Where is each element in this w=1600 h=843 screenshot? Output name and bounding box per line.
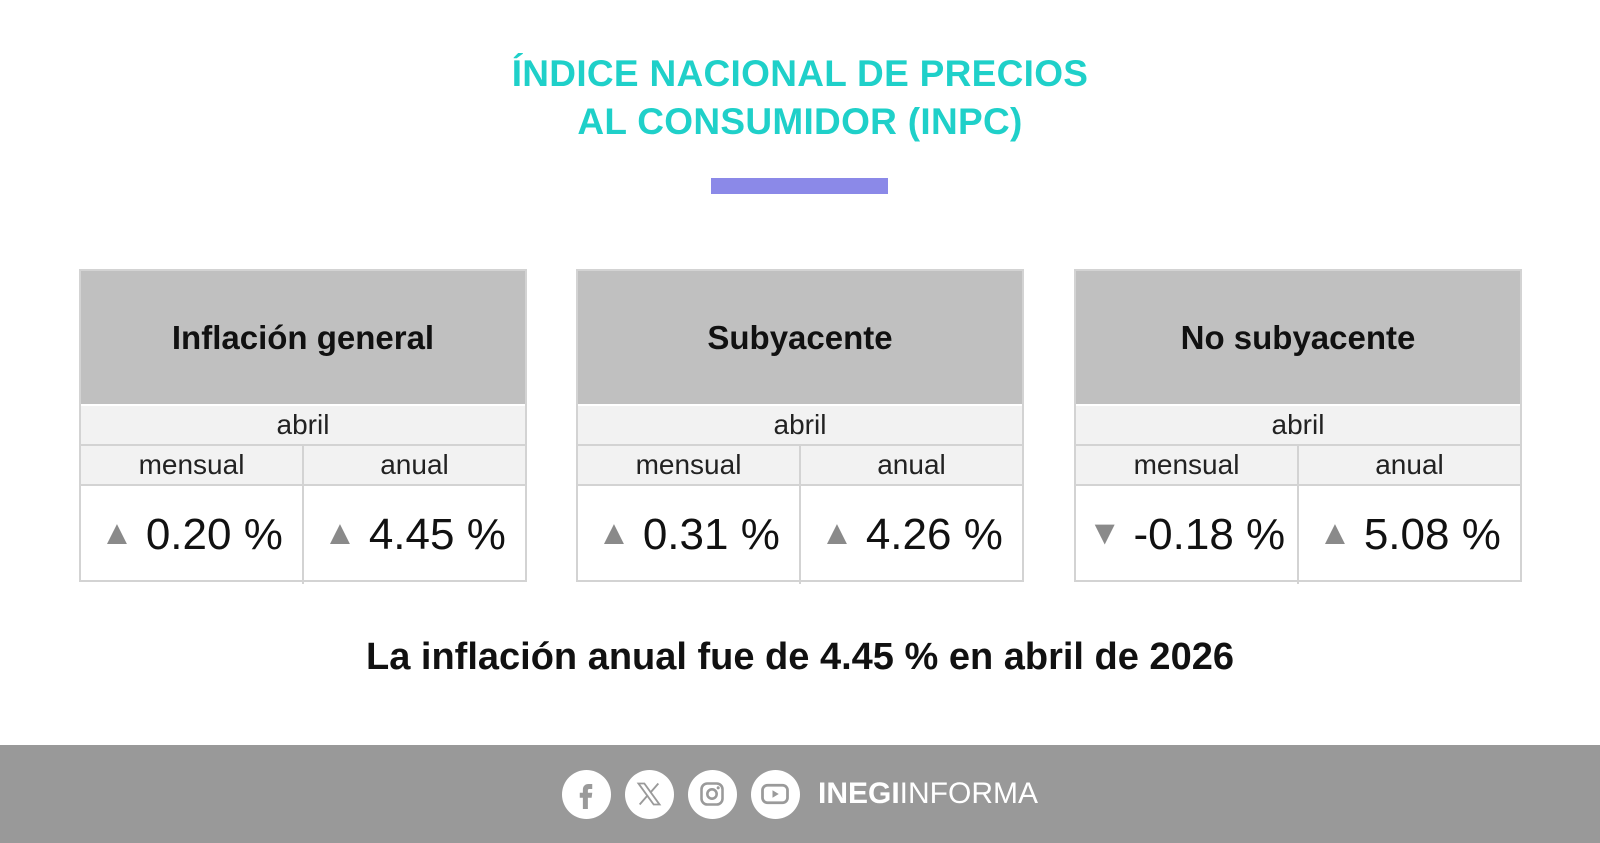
arrow-up-icon: ▲	[1318, 513, 1352, 552]
annual-value: 4.45 %	[368, 510, 506, 559]
col-header-annual: anual	[302, 446, 525, 484]
arrow-up-icon: ▲	[100, 513, 134, 552]
monthly-value: -0.18 %	[1133, 510, 1286, 559]
arrow-up-icon: ▲	[323, 513, 357, 552]
summary-text: La inflación anual fue de 4.45 % en abri…	[366, 636, 1234, 678]
arrow-up-icon: ▲	[820, 513, 854, 552]
col-header-annual: anual	[799, 446, 1022, 484]
card-title: No subyacente	[1076, 271, 1520, 404]
title-divider	[711, 178, 888, 194]
col-header-monthly: mensual	[138, 449, 245, 480]
arrow-down-icon: ▼	[1087, 513, 1122, 552]
card-title: Subyacente	[578, 271, 1022, 404]
annual-value: 4.26 %	[865, 510, 1003, 559]
col-header-annual: anual	[1297, 446, 1520, 484]
card-title: Inflación general	[81, 271, 525, 404]
card-inflacion-general: Inflación general abril mensual anual ▲ …	[79, 269, 527, 584]
instagram-icon[interactable]	[687, 769, 737, 819]
brand-light: INFORMA	[899, 777, 1038, 810]
monthly-value: 0.31 %	[642, 510, 780, 559]
monthly-value: 0.20 %	[145, 510, 283, 559]
card-no-subyacente: No subyacente abril mensual anual ▼ -0.1…	[1074, 269, 1522, 584]
brand-bold: INEGI	[817, 777, 900, 810]
inegi-informa-logo: INEGIINFORMA	[818, 777, 1038, 811]
youtube-icon[interactable]	[750, 769, 800, 819]
page-title: ÍNDICE NACIONAL DE PRECIOS AL CONSUMIDOR…	[0, 50, 1600, 146]
x-icon[interactable]	[624, 769, 674, 819]
col-header-monthly: mensual	[1133, 449, 1240, 480]
card-period: abril	[1076, 404, 1520, 446]
facebook-icon[interactable]	[561, 769, 611, 819]
arrow-up-icon: ▲	[597, 513, 631, 552]
card-period: abril	[578, 404, 1022, 446]
col-header-monthly: mensual	[635, 449, 742, 480]
title-line-1: ÍNDICE NACIONAL DE PRECIOS	[511, 53, 1089, 94]
footer-bar: INEGIINFORMA	[0, 745, 1600, 843]
card-subyacente: Subyacente abril mensual anual ▲ 0.31 % …	[576, 269, 1024, 584]
card-period: abril	[81, 404, 525, 446]
title-line-2: AL CONSUMIDOR (INPC)	[577, 101, 1023, 142]
annual-value: 5.08 %	[1363, 510, 1501, 559]
